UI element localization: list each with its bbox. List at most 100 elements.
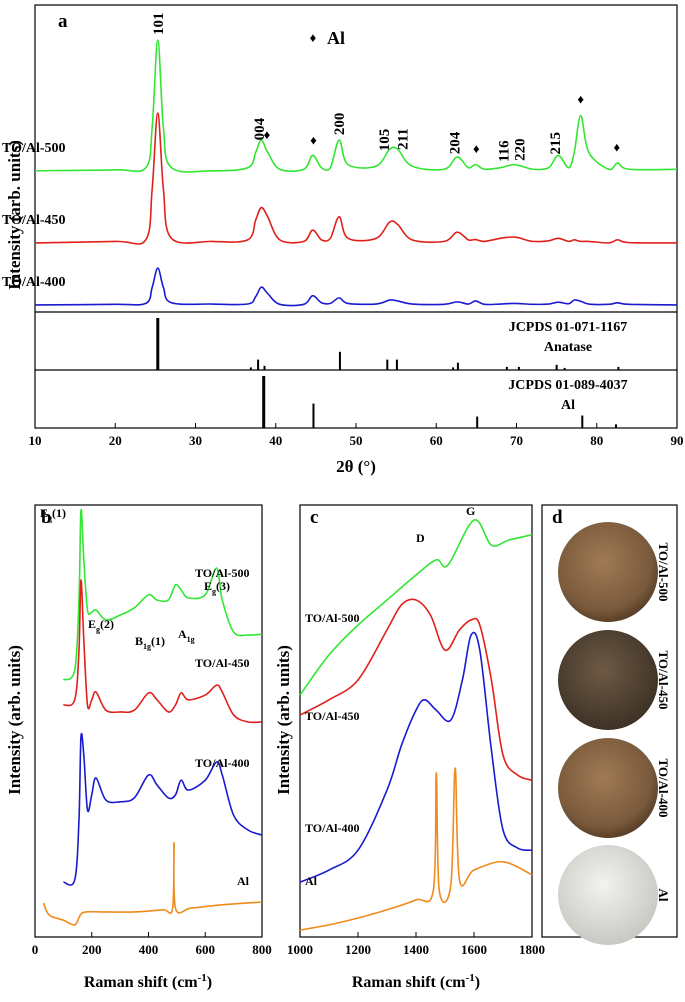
x-tick-label: 800 — [252, 942, 272, 957]
photo — [558, 522, 658, 622]
panel-letter: b — [41, 507, 52, 528]
peak-label: Eg(3) — [204, 579, 230, 596]
al-marker: ♦ — [310, 133, 317, 148]
x-axis-title-part: Raman shift (cm — [352, 974, 466, 991]
peak-label-main: G — [466, 504, 475, 518]
peak-label-sub: g — [96, 625, 100, 634]
x-tick-label: 70 — [510, 433, 523, 448]
reference-phase: Al — [561, 398, 575, 413]
peak-label-sub: 1g — [143, 642, 151, 651]
photo — [558, 845, 658, 945]
photo-label: TO/Al-500 — [656, 543, 671, 602]
peak-label: 101 — [151, 12, 167, 35]
peak-label-main: E — [204, 579, 212, 593]
peak-label-rest: (1) — [151, 634, 165, 648]
series-line — [63, 732, 263, 886]
al-marker: ♦ — [473, 141, 480, 156]
peak-label-sub: g — [48, 514, 52, 523]
x-tick-label: 60 — [430, 433, 443, 448]
al-marker: ♦ — [613, 140, 620, 155]
al-marker: ♦ — [264, 127, 271, 142]
photo-label: Al — [656, 889, 671, 902]
peak-label-sub: 1g — [187, 635, 195, 644]
x-tick-label: 600 — [196, 942, 216, 957]
series-label: TO/Al-500 — [2, 141, 66, 156]
series-label: TO/Al-500 — [305, 611, 359, 625]
peak-label: 220 — [513, 138, 529, 161]
panel-letter: a — [58, 11, 68, 32]
series-label: TO/Al-450 — [2, 213, 66, 228]
photo-label: TO/Al-450 — [656, 651, 671, 710]
panel-letter: c — [310, 507, 318, 528]
y-axis-title: Intensity (arb. units) — [5, 645, 24, 795]
series-label: TO/Al-400 — [2, 275, 66, 290]
peak-label-main: A — [178, 627, 187, 641]
x-axis-title: Raman shift (cm-1) — [84, 972, 212, 991]
x-tick-label: 400 — [139, 942, 159, 957]
peak-label-rest: (3) — [216, 579, 230, 593]
peak-label: A1g — [178, 627, 195, 644]
series-label: Al — [305, 874, 318, 888]
peak-label: 105 — [377, 129, 393, 152]
x-tick-label: 90 — [671, 433, 684, 448]
peak-label: 116 — [497, 140, 513, 162]
photo — [558, 630, 658, 730]
peak-label: D — [416, 531, 425, 545]
peak-label: Eg(1) — [40, 506, 66, 523]
x-axis-title: 2θ (°) — [336, 457, 376, 476]
peak-label-rest: (2) — [100, 617, 114, 631]
reference-phase: Anatase — [544, 340, 592, 355]
x-axis-title-part: ) — [207, 974, 212, 991]
x-tick-label: 10 — [29, 433, 42, 448]
peak-label: Eg(2) — [88, 617, 114, 634]
series-label: TO/Al-500 — [195, 566, 249, 580]
legend-label: Al — [327, 28, 345, 48]
series-label: TO/Al-450 — [195, 656, 249, 670]
series-label: TO/Al-450 — [305, 709, 359, 723]
x-tick-label: 1400 — [403, 942, 429, 957]
peak-label: 215 — [548, 132, 564, 155]
x-axis-title-part: Raman shift (cm — [84, 974, 198, 991]
series-line — [299, 598, 533, 781]
reference-name: JCPDS 01-071-1167 — [509, 320, 628, 335]
series-line — [34, 267, 678, 307]
y-axis-title: Intensity (arb. units) — [274, 645, 293, 795]
series-line — [299, 519, 533, 696]
series-line — [62, 508, 263, 681]
peak-label: 211 — [396, 128, 412, 150]
panel-a-frame — [34, 4, 678, 429]
panel-letter: d — [552, 507, 563, 528]
peak-label: G — [466, 504, 475, 518]
series-line — [299, 631, 533, 883]
series-line — [34, 39, 678, 173]
x-tick-label: 50 — [350, 433, 363, 448]
series-line — [42, 842, 263, 926]
peak-label-main: B — [135, 634, 143, 648]
x-tick-label: 1000 — [287, 942, 313, 957]
x-tick-label: 30 — [189, 433, 202, 448]
x-axis-title-sup: -1 — [466, 972, 475, 984]
y-axis-title: Intensity (arb. units) — [5, 140, 24, 290]
x-axis-title-part: ) — [475, 974, 480, 991]
peak-label-rest: (1) — [52, 506, 66, 520]
peak-label: 204 — [448, 131, 464, 154]
x-tick-label: 40 — [269, 433, 282, 448]
x-tick-label: 200 — [82, 942, 102, 957]
x-tick-label: 1600 — [461, 942, 487, 957]
peak-label-main: E — [88, 617, 96, 631]
x-tick-label: 1200 — [345, 942, 371, 957]
series-line — [299, 767, 533, 931]
series-line — [63, 579, 263, 724]
x-tick-label: 0 — [32, 942, 39, 957]
photo-label: TO/Al-400 — [656, 759, 671, 818]
series-label: Al — [237, 874, 250, 888]
photo — [558, 738, 658, 838]
peak-label: 200 — [332, 113, 348, 136]
x-tick-label: 20 — [109, 433, 122, 448]
peak-label-main: D — [416, 531, 425, 545]
series-label: TO/Al-400 — [195, 756, 249, 770]
al-marker: ♦ — [577, 92, 584, 107]
peak-label-main: E — [40, 506, 48, 520]
x-axis-title: Raman shift (cm-1) — [352, 972, 480, 991]
